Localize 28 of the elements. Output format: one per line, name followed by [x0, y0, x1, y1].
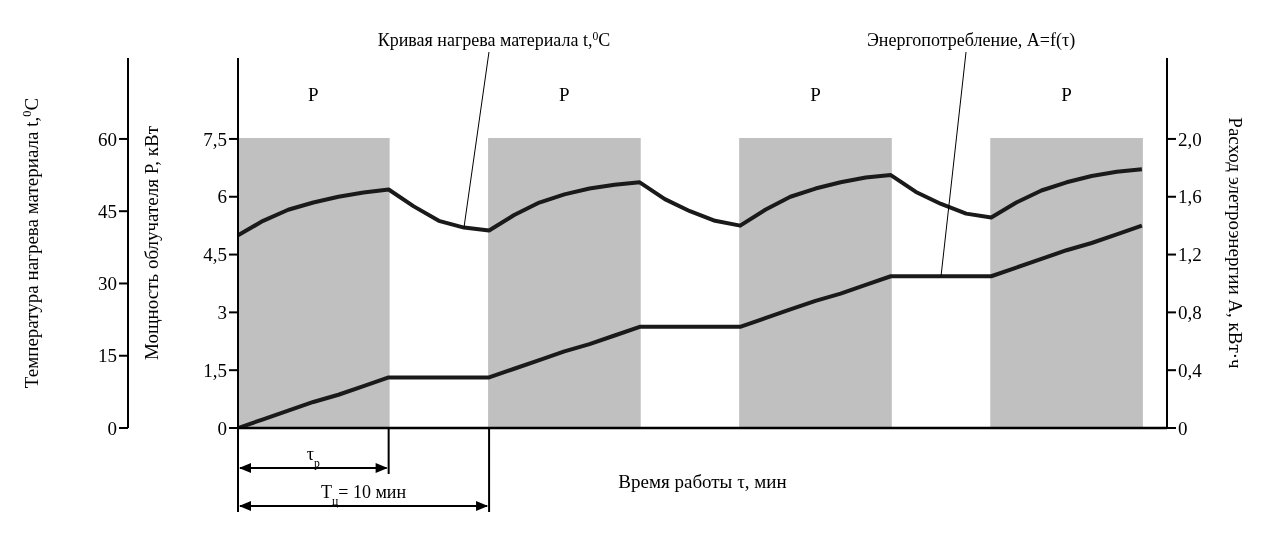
y-tick-label: 3 — [217, 302, 227, 324]
y2-tick-label: 1,2 — [1178, 244, 1202, 266]
y2-tick-label: 0,8 — [1178, 302, 1202, 324]
y3-tick-label: 30 — [98, 273, 117, 295]
y3-tick-label: 45 — [98, 200, 117, 222]
y-tick-label: 6 — [217, 186, 227, 208]
y-axis-title: Мощность облучателя P, кВт — [141, 125, 162, 360]
y3-tick-label: 0 — [107, 417, 117, 439]
y-tick-label: 4,5 — [203, 244, 227, 266]
annotation: P — [810, 83, 821, 105]
x-axis-title: Время работы τ, мин — [618, 471, 787, 492]
y2-tick-label: 2,0 — [1178, 128, 1202, 150]
y-tick-label: 0 — [217, 417, 227, 439]
y3-tick-label: 15 — [98, 345, 117, 367]
text: Кривая нагрева материала t,$^{0}$C — [377, 29, 611, 50]
y2-tick-label: 0 — [1178, 417, 1188, 439]
line-series — [238, 167, 1144, 238]
y-tick-label: 7,5 — [203, 128, 227, 150]
y3-tick-label: 60 — [98, 128, 117, 150]
text: Энергопотребление, A=f(τ) — [866, 30, 1076, 51]
y2-tick-label: 1,6 — [1178, 186, 1202, 208]
y-tick-label: 1,5 — [203, 359, 227, 381]
annotation: P — [1061, 83, 1072, 105]
y2-axis-title: Расход элетроэнергии A, кВт·ч — [1225, 117, 1246, 370]
annotation: P — [559, 83, 570, 105]
line-series — [238, 223, 1144, 428]
y2-tick-label: 0,4 — [1178, 359, 1203, 381]
annotation: P — [308, 83, 319, 105]
